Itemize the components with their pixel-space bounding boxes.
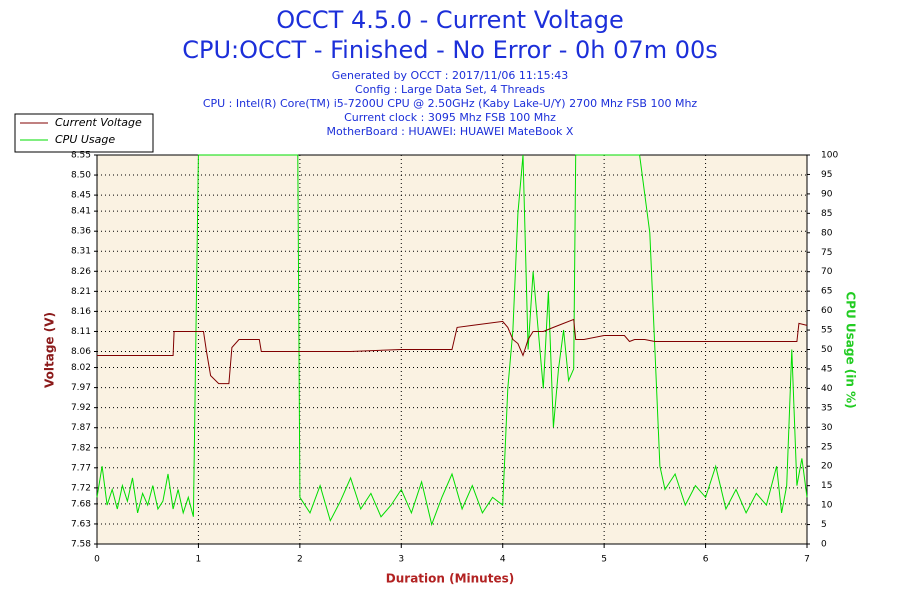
series-line [97, 318, 808, 385]
y2-tick-label: 5 [821, 520, 827, 530]
y2-tick-label: 85 [821, 209, 832, 219]
y-tick-label: 8.41 [71, 207, 91, 217]
y2-tick-label: 15 [821, 481, 832, 491]
y2-tick-label: 50 [821, 345, 833, 355]
x-tick-label: 5 [601, 555, 607, 565]
y-axis-label: Voltage (V) [43, 312, 57, 388]
y2-tick-label: 65 [821, 287, 832, 297]
legend-box [14, 113, 154, 153]
info-line: Generated by OCCT : 2017/11/06 11:15:43 [332, 69, 569, 82]
plot-frame [96, 154, 808, 545]
y2-tick-label: 30 [821, 423, 833, 433]
x-tick-label: 6 [703, 555, 709, 565]
y-tick-label: 7.87 [71, 423, 91, 433]
y-tick-label: 7.92 [71, 403, 91, 413]
y2-tick-label: 90 [821, 189, 833, 199]
y2-tick-label: 60 [821, 306, 833, 316]
info-line: Config : Large Data Set, 4 Threads [355, 83, 545, 96]
y-tick-label: 8.45 [71, 191, 91, 201]
y2-tick-label: 20 [821, 462, 833, 472]
series-line [96, 154, 808, 527]
info-line: CPU : Intel(R) Core(TM) i5-7200U CPU @ 2… [203, 97, 698, 110]
y-tick-label: 8.26 [71, 267, 91, 277]
chart-subtitle: CPU:OCCT - Finished - No Error - 0h 07m … [182, 36, 718, 64]
y2-tick-label: 25 [821, 442, 832, 452]
y2-axis-label: CPU Usage (in %) [844, 291, 858, 408]
y2-tick-label: 40 [821, 384, 833, 394]
x-tick-label: 0 [94, 555, 100, 565]
y-tick-label: 7.77 [71, 463, 91, 473]
y-tick-label: 8.06 [71, 347, 91, 357]
y-tick-label: 8.50 [71, 171, 91, 181]
x-tick-label: 2 [297, 555, 303, 565]
x-tick-label: 7 [804, 555, 810, 565]
y-tick-label: 8.16 [71, 307, 91, 317]
y2-tick-label: 95 [821, 170, 832, 180]
legend-label: Current Voltage [55, 116, 142, 129]
y-tick-label: 7.58 [71, 540, 91, 550]
y2-tick-label: 100 [821, 151, 838, 161]
y-tick-label: 7.63 [71, 519, 91, 529]
y-tick-label: 8.31 [71, 247, 91, 257]
y-tick-label: 8.55 [71, 151, 91, 161]
y-tick-label: 8.11 [71, 327, 91, 337]
chart-title: OCCT 4.5.0 - Current Voltage [276, 6, 623, 34]
y2-tick-label: 35 [821, 403, 832, 413]
y2-tick-label: 75 [821, 248, 832, 258]
y-tick-label: 8.02 [71, 363, 91, 373]
y-tick-label: 7.97 [71, 383, 91, 393]
y-tick-label: 8.21 [71, 287, 91, 297]
y2-tick-label: 45 [821, 364, 832, 374]
y-tick-label: 7.72 [71, 483, 91, 493]
y2-tick-label: 10 [821, 501, 833, 511]
y2-tick-label: 80 [821, 228, 833, 238]
x-tick-label: 4 [500, 555, 506, 565]
y-tick-label: 7.82 [71, 443, 91, 453]
x-axis-label: Duration (Minutes) [386, 572, 514, 586]
legend-label: CPU Usage [55, 133, 115, 146]
x-tick-label: 1 [196, 555, 202, 565]
y-tick-label: 7.68 [71, 499, 91, 509]
info-line: Current clock : 3095 Mhz FSB 100 Mhz [344, 111, 556, 124]
y-tick-label: 8.36 [71, 227, 91, 237]
y2-tick-label: 55 [821, 326, 832, 336]
y2-tick-label: 70 [821, 267, 833, 277]
info-line: MotherBoard : HUAWEI: HUAWEI MateBook X [327, 125, 574, 138]
y2-tick-label: 0 [821, 540, 827, 550]
x-tick-label: 3 [398, 555, 404, 565]
